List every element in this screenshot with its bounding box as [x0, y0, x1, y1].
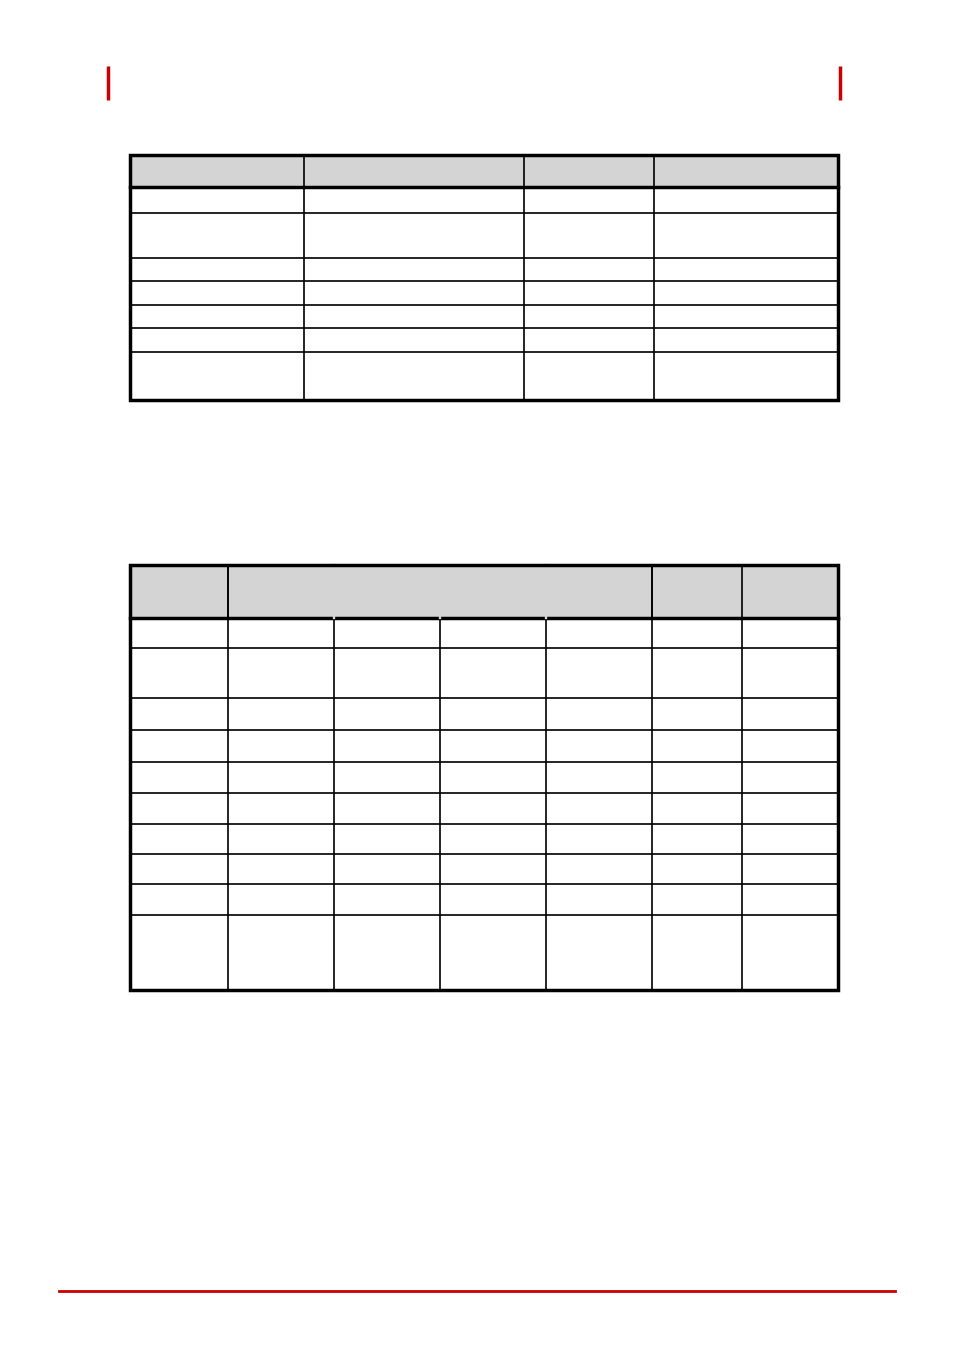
Bar [130, 155, 837, 187]
Bar [130, 155, 837, 400]
Bar [130, 565, 837, 990]
Bar [130, 565, 837, 618]
